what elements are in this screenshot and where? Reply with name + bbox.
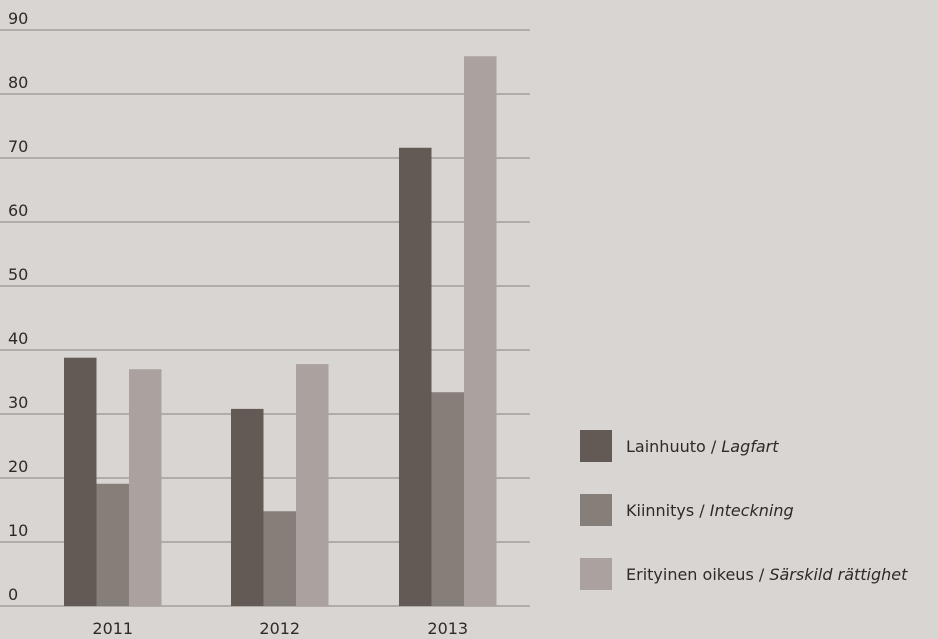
legend-label: Kiinnitys / Inteckning — [626, 501, 794, 520]
y-tick-label: 10 — [8, 521, 28, 540]
y-tick-label: 60 — [8, 201, 28, 220]
bar — [431, 392, 464, 606]
legend-swatch — [580, 558, 612, 590]
bar — [231, 408, 264, 606]
x-tick-label: 2011 — [92, 619, 133, 638]
x-tick-label: 2013 — [427, 619, 468, 638]
y-tick-label: 50 — [8, 265, 28, 284]
legend-label: Erityinen oikeus / Särskild rättighet — [626, 565, 908, 584]
legend-swatch — [580, 494, 612, 526]
bar — [399, 147, 432, 606]
y-tick-label: 30 — [8, 393, 28, 412]
bar — [263, 511, 296, 606]
bar — [129, 369, 162, 606]
y-tick-label: 0 — [8, 585, 18, 604]
y-tick-label: 90 — [8, 9, 28, 28]
x-tick-label: 2012 — [259, 619, 300, 638]
legend-swatch — [580, 430, 612, 462]
y-tick-label: 70 — [8, 137, 28, 156]
bar — [64, 357, 97, 606]
y-tick-label: 20 — [8, 457, 28, 476]
bar — [464, 56, 497, 607]
bar — [96, 483, 129, 606]
y-tick-label: 80 — [8, 73, 28, 92]
y-tick-label: 40 — [8, 329, 28, 348]
legend-label: Lainhuuto / Lagfart — [626, 437, 779, 456]
bar — [296, 364, 329, 606]
